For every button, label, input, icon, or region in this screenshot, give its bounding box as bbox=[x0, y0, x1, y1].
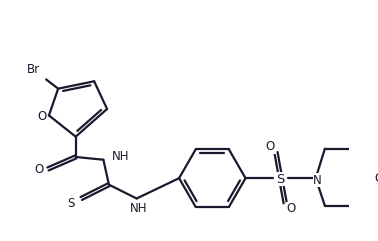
Text: NH: NH bbox=[130, 202, 147, 215]
Text: O: O bbox=[37, 110, 46, 123]
Text: S: S bbox=[67, 197, 75, 210]
Text: N: N bbox=[313, 174, 322, 187]
Text: O: O bbox=[286, 202, 295, 215]
Text: Br: Br bbox=[27, 63, 40, 76]
Text: O: O bbox=[34, 163, 43, 176]
Text: S: S bbox=[276, 173, 285, 186]
Text: O: O bbox=[266, 140, 275, 153]
Text: O: O bbox=[375, 172, 378, 185]
Text: NH: NH bbox=[112, 149, 129, 162]
